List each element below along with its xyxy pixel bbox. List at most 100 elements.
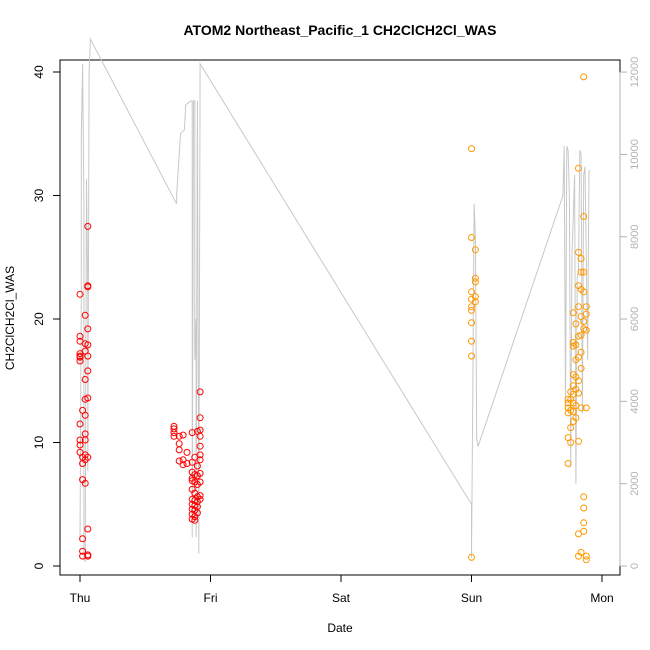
data-point-series-2 [572, 414, 580, 422]
data-point-series-1 [196, 495, 204, 503]
data-point-series-1 [196, 451, 204, 459]
data-point-series-1 [84, 367, 92, 375]
data-point-series-1 [193, 462, 201, 470]
data-point-series-1 [183, 460, 191, 467]
data-point-series-2 [575, 377, 582, 385]
data-point-series-2 [582, 303, 590, 311]
data-point-series-2 [577, 364, 585, 372]
data-point-series-1 [84, 352, 92, 360]
data-point-series-2 [569, 309, 577, 317]
data-point-series-1 [196, 492, 204, 500]
data-point-series-2 [582, 310, 590, 318]
data-point-series-1 [179, 456, 187, 464]
y-tick-label: 40 [32, 65, 46, 79]
data-point-series-2 [575, 303, 582, 311]
axes-group: Thu Fri Sat Sun Mon 0 10 20 30 40 0 2000 4000 6000 800… [32, 57, 641, 605]
data-point-series-1 [76, 357, 84, 365]
data-point-series-1 [170, 429, 178, 437]
data-point-series-1 [183, 448, 191, 456]
x-tick-label: Fri [204, 591, 218, 605]
data-point-series-2 [582, 404, 590, 412]
data-point-series-1 [81, 311, 89, 319]
data-point-series-1 [179, 431, 187, 439]
data-point-series-1 [175, 457, 183, 465]
data-point-series-2 [468, 337, 475, 345]
data-point-series-1 [196, 442, 204, 450]
data-point-series-2 [575, 389, 582, 397]
data-point-series-2 [468, 306, 475, 314]
y-tick-label: 10 [32, 436, 46, 450]
data-point-series-1 [193, 509, 201, 517]
data-point-series-1 [179, 461, 187, 469]
data-point-series-1 [175, 440, 183, 448]
data-point-series-2 [580, 268, 588, 276]
data-point-series-2 [575, 437, 582, 445]
data-point-series-2 [468, 288, 475, 296]
data-point-series-2 [471, 293, 479, 301]
data-point-series-2 [468, 234, 475, 241]
data-point-series-2 [471, 274, 479, 282]
data-point-series-2 [468, 145, 475, 153]
data-point-series-1 [81, 479, 89, 487]
data-point-series-1 [79, 552, 87, 560]
data-point-series-1 [196, 469, 204, 477]
data-point-series-2 [580, 213, 588, 220]
y2-tick-label: 10000 [629, 139, 641, 170]
data-point-series-2 [577, 268, 585, 276]
data-point-series-1 [175, 446, 183, 454]
data-point-series-2 [577, 255, 585, 262]
data-point-series-1 [84, 341, 92, 349]
data-point-series-2 [582, 556, 590, 564]
data-point-series-2 [575, 248, 582, 256]
data-point-series-2 [582, 552, 590, 560]
data-point-series-2 [569, 408, 577, 416]
data-point-series-1 [84, 283, 92, 291]
data-point-series-1 [79, 547, 87, 555]
chart-title: ATOM2 Northeast_Pacific_1 CH2ClCH2Cl_WAS [183, 22, 496, 38]
data-point-series-1 [76, 441, 84, 449]
x-tick-label: Mon [590, 591, 613, 605]
x-axis-label: Date [327, 621, 353, 635]
data-point-series-1 [196, 388, 204, 396]
plot-frame [59, 59, 621, 576]
y-tick-label: 20 [32, 312, 46, 326]
data-point-series-1 [76, 332, 84, 340]
data-point-series-2 [468, 303, 475, 311]
data-point-series-2 [567, 424, 575, 432]
y-tick-label: 0 [32, 562, 46, 569]
data-point-series-2 [577, 548, 585, 556]
x-tick-label: Sat [332, 591, 351, 605]
flight-track-line [79, 37, 591, 563]
data-point-series-1 [170, 432, 178, 440]
data-point-series-2 [468, 319, 475, 327]
data-point-series-2 [580, 288, 588, 296]
data-point-series-2 [577, 404, 585, 412]
data-point-series-2 [580, 504, 588, 512]
data-point-series-1 [170, 425, 178, 433]
x-tick-label: Sun [461, 591, 482, 605]
data-point-series-1 [76, 353, 84, 361]
data-point-series-1 [196, 432, 204, 440]
data-point-series-2 [577, 331, 585, 339]
y-tick-label: 30 [32, 189, 46, 203]
data-point-series-1 [81, 376, 89, 383]
data-point-series-1 [175, 432, 183, 440]
data-point-series-2 [572, 320, 580, 328]
data-point-series-1 [76, 290, 84, 298]
data-point-series-1 [196, 456, 204, 464]
data-point-series-2 [468, 352, 475, 360]
data-point-series-1 [79, 535, 87, 543]
data-point-series-1 [84, 222, 92, 230]
data-point-series-2 [572, 341, 580, 349]
data-point-series-2 [580, 493, 588, 501]
data-point-series-1 [191, 516, 199, 524]
data-point-series-2 [580, 527, 588, 535]
y2-tick-label: 8000 [629, 224, 641, 248]
data-point-series-1 [81, 411, 89, 419]
data-point-series-2 [577, 348, 585, 356]
data-point-series-2 [564, 395, 572, 403]
data-point-series-1 [76, 436, 84, 444]
x-tick-label: Thu [70, 591, 91, 605]
data-point-series-1 [84, 394, 92, 402]
data-point-series-2 [471, 298, 479, 306]
